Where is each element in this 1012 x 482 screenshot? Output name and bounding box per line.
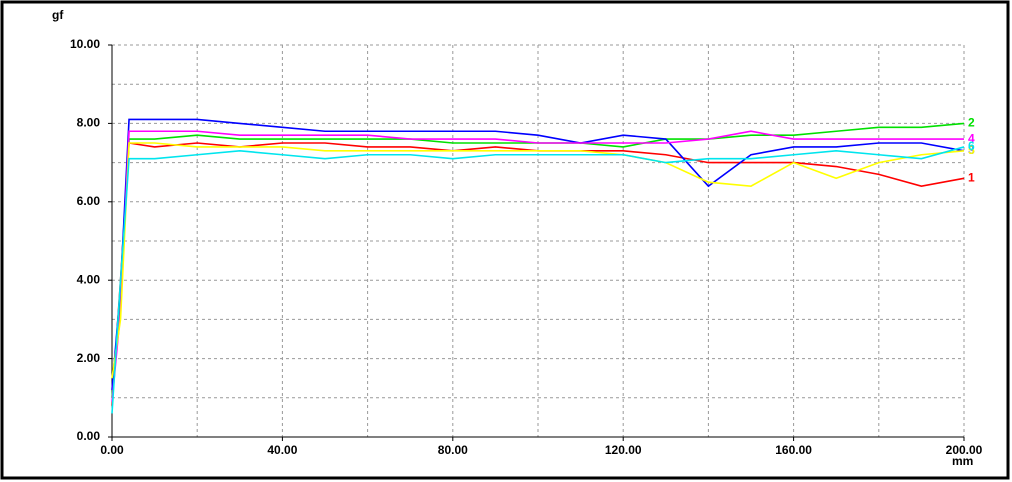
y-tick-label: 0.00	[77, 429, 101, 443]
y-tick-label: 4.00	[77, 272, 101, 286]
x-tick-label: 0.00	[100, 443, 124, 457]
series-line	[111, 118, 965, 391]
y-tick-label: 2.00	[77, 351, 101, 365]
x-tick-label: 80.00	[438, 443, 468, 457]
y-axis-label: gf	[52, 8, 64, 22]
series-end-label: 1	[968, 170, 975, 184]
x-tick-label: 120.00	[605, 443, 642, 457]
series-line	[111, 142, 965, 379]
series-end-label: 3	[968, 143, 975, 157]
series-end-label: 5	[968, 143, 975, 157]
y-tick-label: 8.00	[77, 116, 101, 130]
x-tick-label: 40.00	[267, 443, 297, 457]
y-tick-label: 10.00	[70, 37, 100, 51]
series-line	[111, 130, 964, 402]
y-tick-label: 6.00	[77, 194, 101, 208]
series-end-label: 6	[968, 139, 975, 153]
series-end-label: 4	[968, 131, 975, 145]
series-line	[111, 142, 965, 406]
x-tick-label: 200.00	[946, 443, 983, 457]
series-end-label: 2	[968, 116, 975, 130]
series-line	[111, 146, 965, 414]
x-axis-label: mm	[952, 454, 973, 468]
series-line	[111, 122, 965, 398]
x-tick-label: 160.00	[775, 443, 812, 457]
